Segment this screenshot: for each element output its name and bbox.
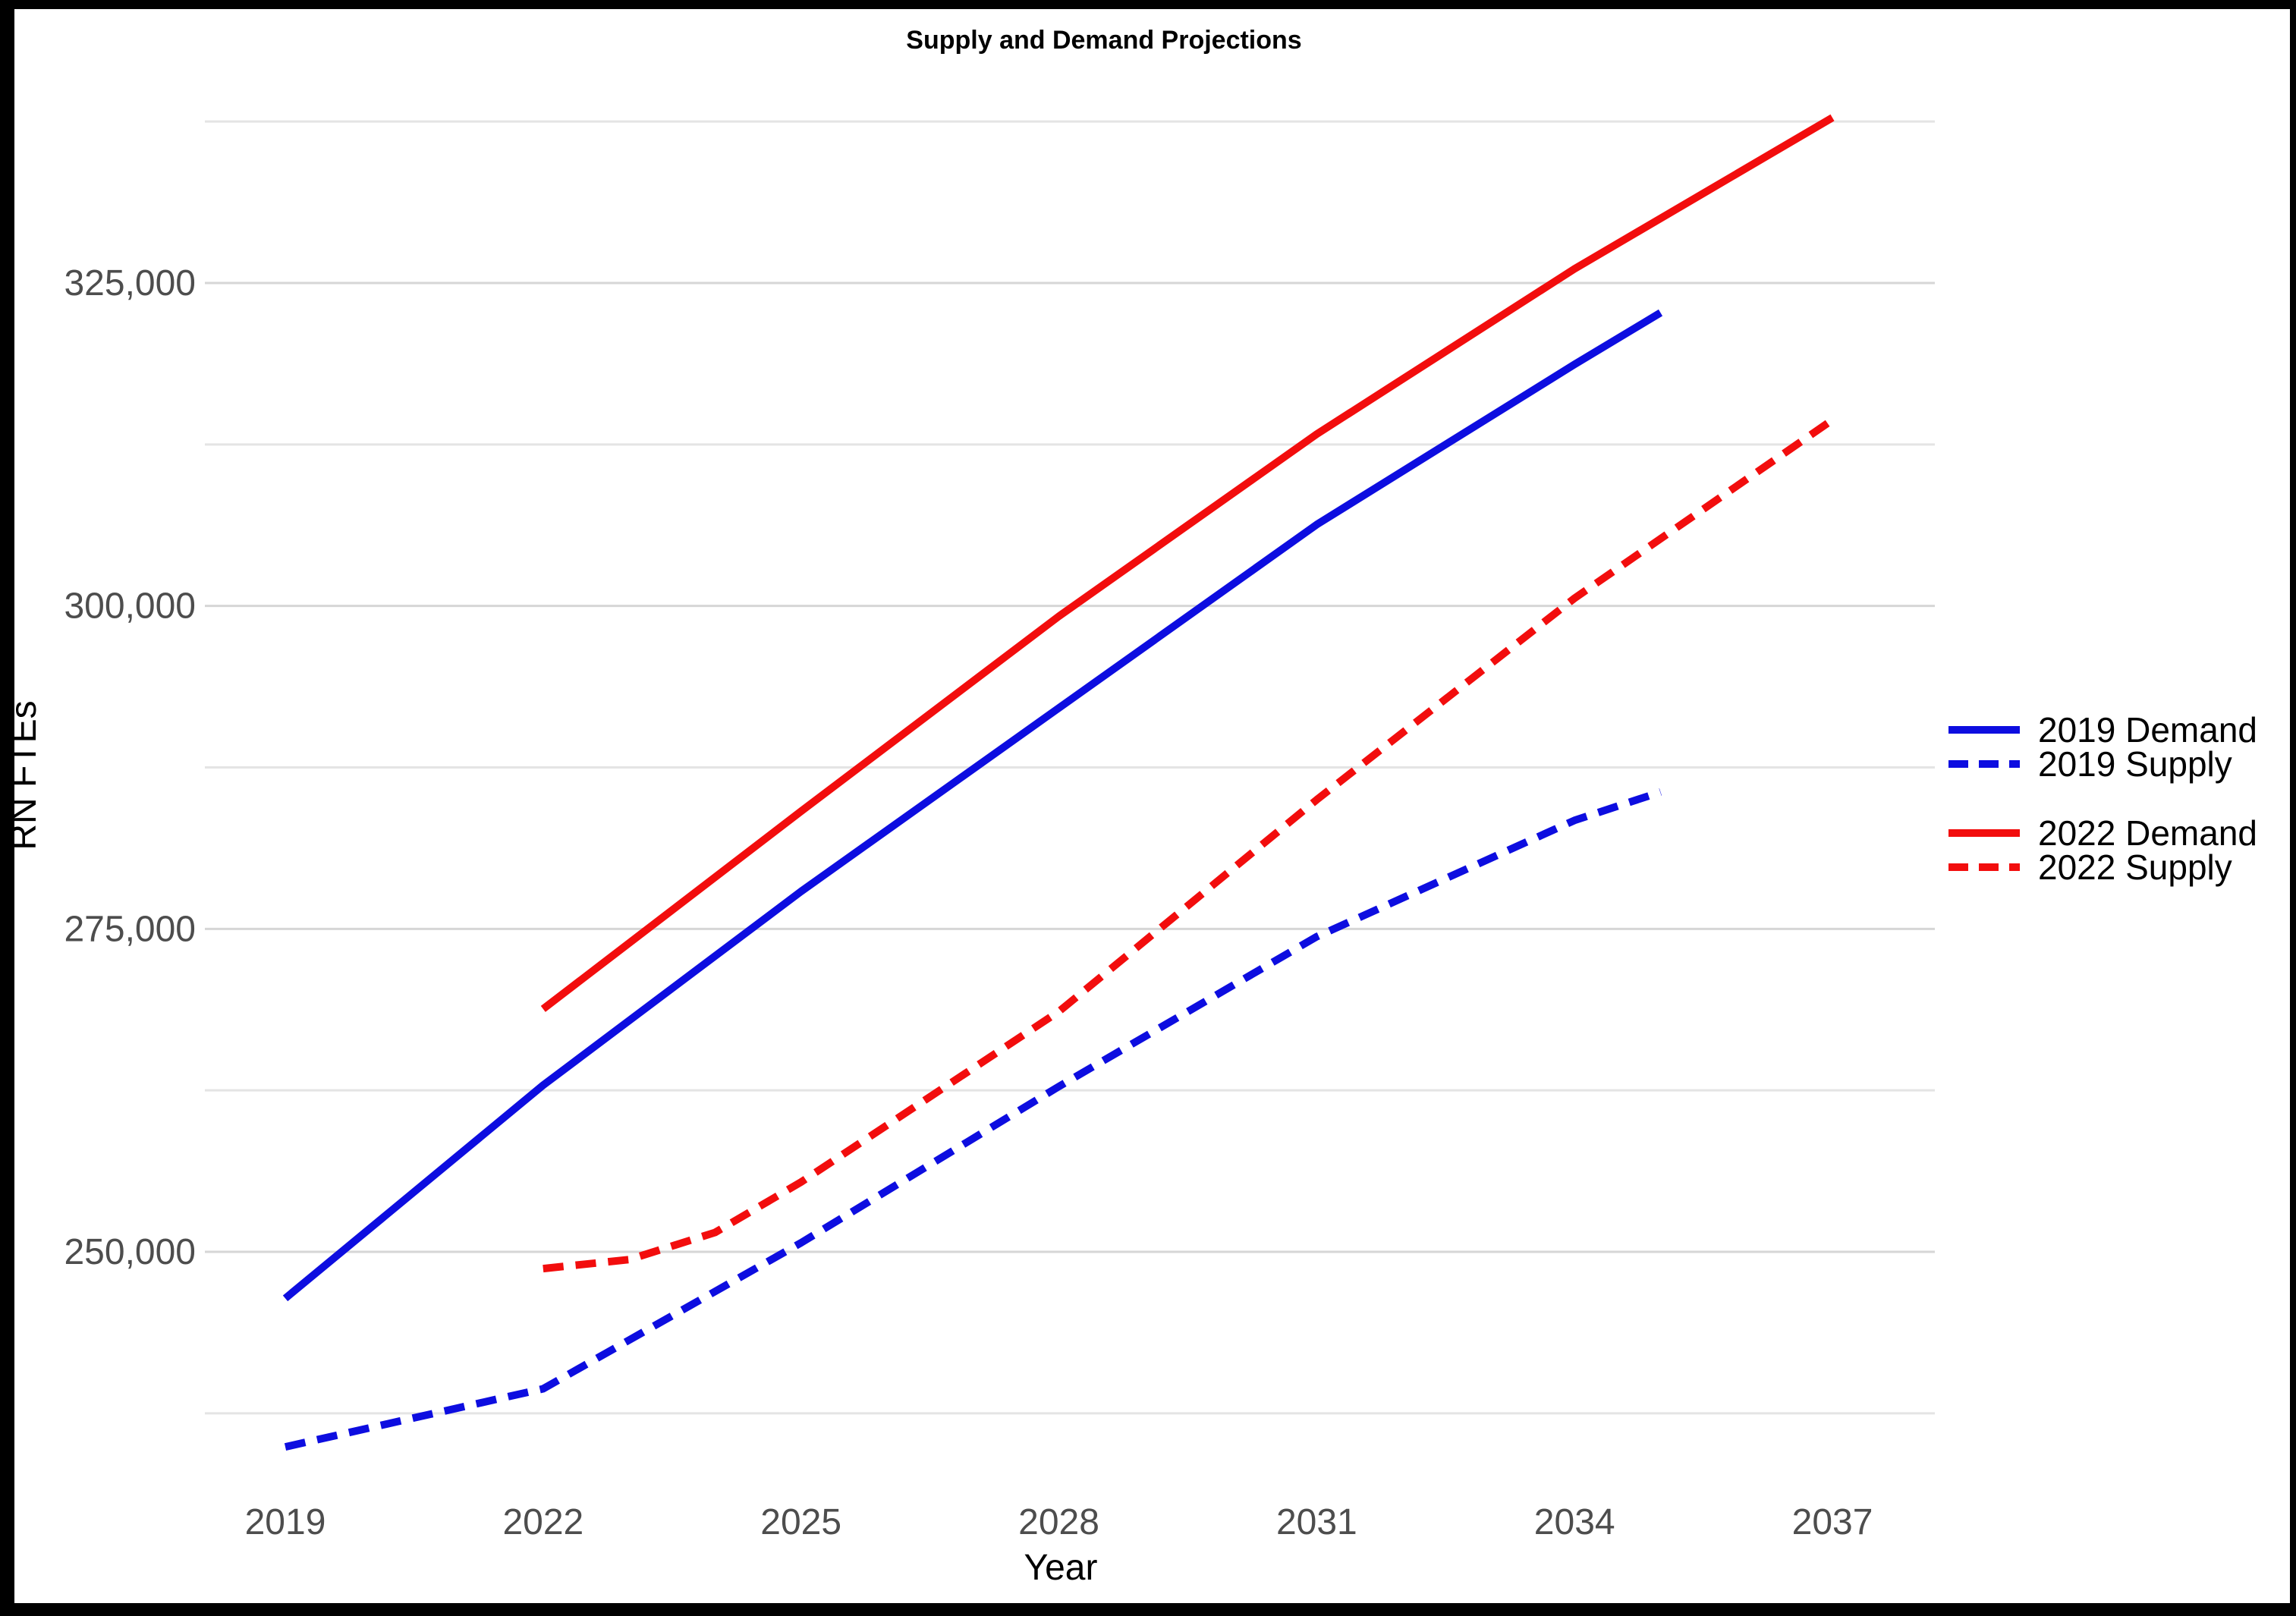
chart-title: Supply and Demand Projections — [906, 26, 1301, 55]
x-tick-label: 2025 — [760, 1502, 841, 1542]
plot-panel — [14, 9, 2290, 1603]
legend-item-label: 2019 Supply — [2038, 744, 2232, 784]
series-line-2019-supply — [284, 788, 1662, 1451]
series-line-2022-supply — [543, 417, 1835, 1273]
legend-item-label: 2022 Demand — [2038, 813, 2257, 853]
legend-item: 2019 Supply — [1948, 744, 2232, 784]
y-tick-label: 325,000 — [64, 263, 196, 303]
x-tick-label: 2019 — [245, 1502, 326, 1542]
legend-item-label: 2019 Demand — [2038, 710, 2257, 750]
legend-item: 2022 Supply — [1948, 847, 2232, 887]
series-line-2022-demand — [540, 114, 1835, 1012]
legend-item: 2019 Demand — [1948, 710, 2257, 750]
legend-item-label: 2022 Supply — [2038, 847, 2232, 887]
x-tick-label: 2028 — [1018, 1502, 1099, 1542]
x-tick-label: 2031 — [1276, 1502, 1357, 1542]
x-tick-label: 2034 — [1534, 1502, 1615, 1542]
legend-item: 2022 Demand — [1948, 813, 2257, 853]
y-tick-label: 250,000 — [64, 1232, 196, 1272]
y-axis-tick-labels: 250,000 275,000 300,000 325,000 — [64, 263, 196, 1272]
series-group — [282, 114, 1835, 1451]
x-tick-label: 2022 — [502, 1502, 583, 1542]
y-tick-label: 275,000 — [64, 909, 196, 949]
y-tick-label: 300,000 — [64, 586, 196, 627]
y-axis-title: RN FTEs — [4, 700, 44, 850]
x-tick-label: 2037 — [1792, 1502, 1873, 1542]
gridlines-group — [205, 120, 1935, 1415]
series-line-2019-demand — [282, 309, 1663, 1302]
x-axis-title: Year — [1024, 1548, 1098, 1588]
x-axis-tick-labels: 2019 2022 2025 2028 2031 2034 2037 — [245, 1502, 1873, 1542]
